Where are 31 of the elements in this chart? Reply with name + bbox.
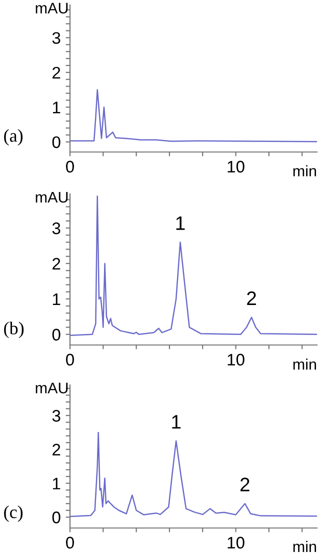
annotation: 1 [172,415,181,429]
line-series [70,196,317,336]
text: (c) [4,506,23,522]
y-axis-title: mAU [36,192,68,203]
annotation: 2 [240,478,250,492]
line-series [70,89,317,142]
y-tick-label: 3 [52,410,60,422]
y-tick-label: 0 [52,328,60,341]
y-tick-label: 1 [52,293,60,305]
y-tick-label: 2 [52,444,60,456]
y-tick-label: 0 [52,512,60,524]
y-tick-label: 3 [52,32,60,44]
line-series [70,432,317,518]
annotation: 1 [176,216,185,230]
annotation: 2 [247,291,256,305]
y-tick-label: 2 [52,258,60,270]
x-axis-title: min [293,540,316,552]
y-axis-title: mAU [36,382,68,394]
y-axis-title: mAU [36,2,68,14]
y-tick-label: 0 [52,136,60,148]
text: (b) [4,322,24,338]
x-tick-label: 10 [228,160,244,173]
x-tick-label: 10 [228,354,244,366]
x-axis-title: min [293,165,316,176]
x-tick-label: 10 [228,536,244,549]
y-tick-label: 1 [52,102,60,114]
y-tick-label: 3 [52,222,60,234]
y-tick-label: 1 [52,478,60,490]
x-axis-title: min [293,358,316,370]
y-tick-label: 2 [52,66,60,78]
text: (a) [4,129,23,146]
